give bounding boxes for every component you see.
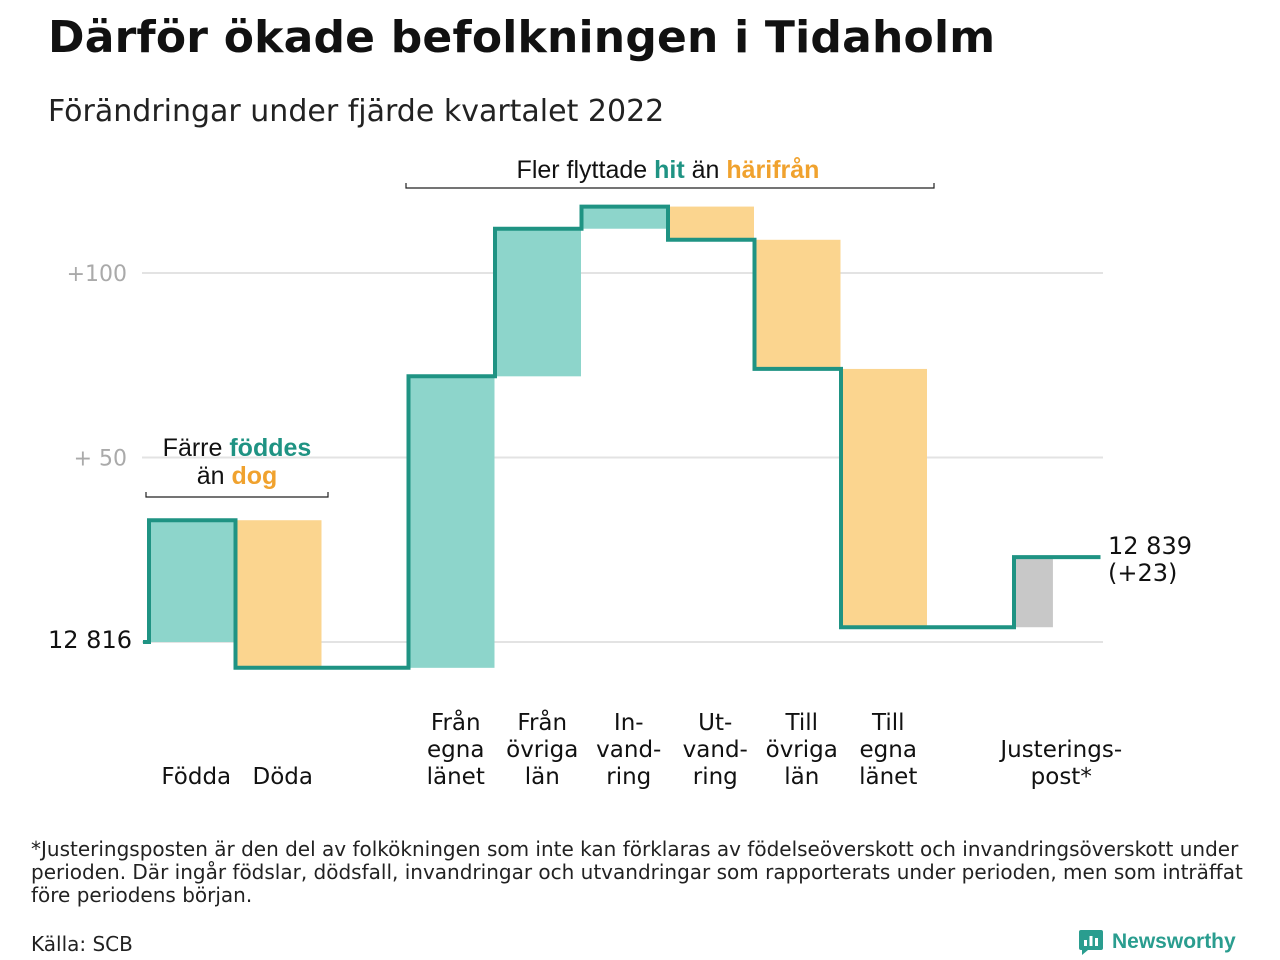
newsworthy-logo: Newsworthy <box>1078 928 1236 956</box>
migration-bracket <box>405 183 935 189</box>
x-label-6: ring <box>693 764 738 790</box>
x-label-8: Till <box>871 710 905 736</box>
x-label-5: vand- <box>596 737 661 763</box>
x-label-8: länet <box>859 764 917 790</box>
svg-text:Fler flyttade hit än härifrån: Fler flyttade hit än härifrån <box>517 156 820 184</box>
annotation-migration-hit: hit <box>654 156 685 184</box>
annotation-migration-harifran: härifrån <box>726 156 819 184</box>
bar-1 <box>149 520 235 642</box>
x-label-4: övriga <box>506 737 578 763</box>
x-label-7: Till <box>784 710 818 736</box>
annotation-migration-prefix: Fler flyttade <box>517 156 655 184</box>
x-label-4: Från <box>517 708 567 736</box>
bar-layer <box>149 206 1053 668</box>
bar-7 <box>754 239 841 369</box>
annotation-deaths-prefix: än <box>197 462 232 490</box>
annotation-births-prefix: Färre <box>163 434 230 462</box>
births-deaths-annotation: Färre föddes än dog <box>145 434 329 498</box>
x-label-3: egna <box>427 737 484 763</box>
annotation-births-highlight: föddes <box>229 434 311 462</box>
bar-2 <box>235 520 322 668</box>
newsworthy-logo-icon <box>1079 930 1103 955</box>
bar-6 <box>668 206 754 240</box>
x-label-5: ring <box>606 764 651 790</box>
bar-9 <box>1014 557 1053 628</box>
y-tick-label: + 50 <box>74 447 127 472</box>
svg-text:än dog: än dog <box>197 462 278 490</box>
migration-annotation: Fler flyttade hit än härifrån <box>405 156 935 189</box>
footnote: *Justeringsposten är den del av folkökni… <box>31 837 1243 907</box>
x-label-5: In- <box>614 710 644 736</box>
bar-8 <box>841 368 927 628</box>
x-label-3: länet <box>427 764 485 790</box>
chart-title: Därför ökade befolkningen i Tidaholm <box>48 12 996 63</box>
label-layer: Födda DödaFrånegnalänetFrånövrigalänIn-va… <box>161 708 1122 790</box>
x-label-4: län <box>525 764 560 790</box>
waterfall-chart: + 50+100 Födda DödaFrånegnalänetFrånövrig… <box>48 156 1192 790</box>
x-label-6: vand- <box>683 737 748 763</box>
x-label-8: egna <box>860 737 917 763</box>
bar-4 <box>495 228 581 377</box>
x-label-3: Från <box>431 708 481 736</box>
line-layer <box>143 204 1101 670</box>
chart-subtitle: Förändringar under fjärde kvartalet 2022 <box>48 94 665 129</box>
births-deaths-bracket <box>145 492 329 498</box>
end-change-label: (+23) <box>1108 559 1177 587</box>
end-value-label: 12 839 <box>1108 532 1192 560</box>
cumulative-step-line <box>143 204 1101 670</box>
bar-3 <box>408 376 495 668</box>
newsworthy-logo-text: Newsworthy <box>1112 930 1236 953</box>
y-tick-label: +100 <box>67 262 127 287</box>
x-label-7: övriga <box>766 737 838 763</box>
x-label-2: Döda <box>253 764 313 790</box>
bar-5 <box>581 206 668 229</box>
x-label-1: Födda <box>161 764 231 790</box>
source-label: Källa: SCB <box>31 932 133 956</box>
x-label-9: post* <box>1031 764 1092 790</box>
annotation-migration-middle: än <box>685 156 727 184</box>
x-label-9: Justerings- <box>998 737 1122 763</box>
x-label-6: Ut- <box>698 710 732 736</box>
annotation-deaths-highlight: dog <box>231 462 277 490</box>
start-value-label: 12 816 <box>48 626 132 654</box>
svg-text:Färre föddes: Färre föddes <box>163 434 312 462</box>
x-label-7: län <box>784 764 819 790</box>
